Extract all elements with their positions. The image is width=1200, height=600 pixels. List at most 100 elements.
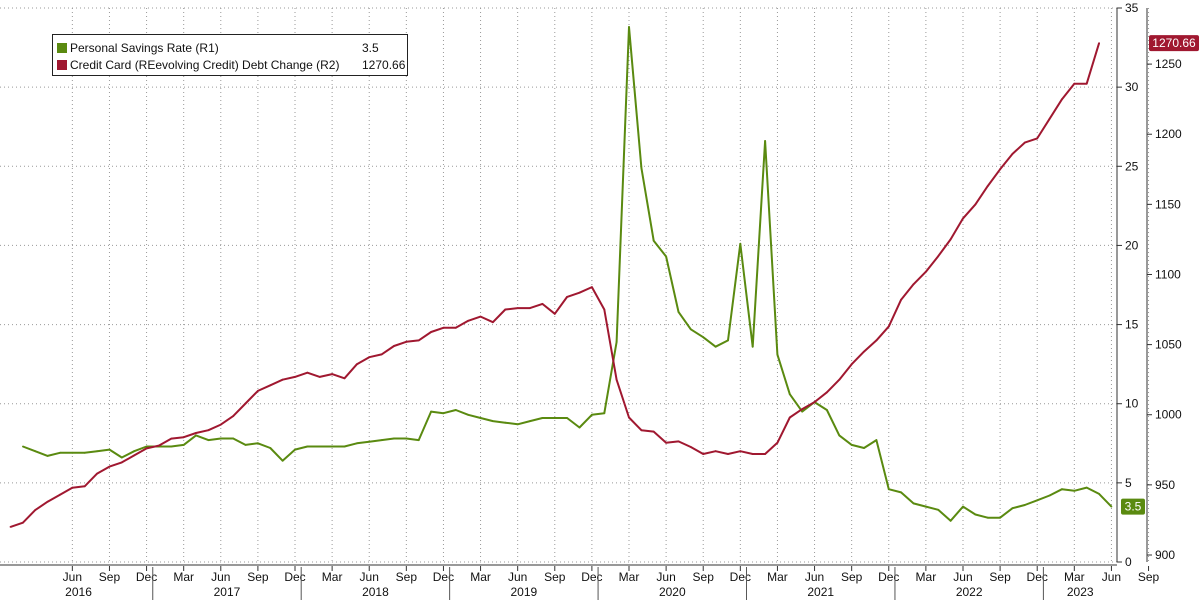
credit-card-debt-point: [219, 423, 222, 426]
credit-card-debt-point: [108, 465, 111, 468]
savings-rate-point: [826, 409, 828, 411]
savings-rate-point: [1023, 504, 1026, 506]
credit-card-debt-point: [591, 286, 593, 288]
x-tick-label: Mar: [173, 570, 194, 584]
savings-rate-point: [1073, 489, 1076, 492]
legend-value-savings: 3.5: [362, 41, 379, 55]
r2-tick-label: 1050: [1155, 338, 1182, 352]
credit-card-debt-point: [764, 453, 766, 455]
savings-rate-point: [652, 239, 655, 242]
year-label: 2016: [65, 585, 92, 599]
savings-rate-point: [479, 417, 482, 419]
x-tick-label: Mar: [322, 570, 343, 584]
x-tick-label: Sep: [544, 570, 566, 584]
credit-card-debt-point: [652, 430, 655, 433]
credit-card-debt-point: [257, 390, 259, 392]
savings-rate-point: [1085, 486, 1088, 489]
r2-tick-label: 1250: [1155, 57, 1182, 71]
savings-rate-point: [887, 488, 890, 491]
credit-card-debt-point: [776, 441, 779, 444]
x-tick-label: Sep: [247, 570, 269, 584]
credit-card-debt-point: [850, 363, 853, 366]
credit-card-debt-point: [170, 437, 173, 440]
credit-card-debt-point: [603, 308, 606, 311]
credit-card-debt-point: [454, 326, 457, 329]
savings-rate-point: [71, 451, 74, 454]
credit-card-debt-point: [22, 521, 24, 524]
x-tick-label: Sep: [1138, 570, 1160, 584]
savings-rate-point: [591, 413, 593, 416]
savings-rate-point: [46, 455, 49, 457]
savings-rate-point: [850, 444, 853, 446]
value-tags: 3.5 1270.66: [1121, 35, 1199, 515]
x-tick-label: Mar: [470, 570, 491, 584]
credit-card-debt-point: [368, 356, 371, 359]
savings-rate-point: [578, 426, 581, 429]
credit-card-debt-point: [875, 339, 878, 342]
credit-card-debt-point: [120, 461, 123, 464]
credit-card-debt-point: [826, 391, 828, 394]
credit-card-debt-point: [71, 486, 74, 489]
r1-tick-label: 30: [1125, 80, 1139, 94]
credit-card-debt-point: [195, 432, 197, 434]
savings-rate-point: [442, 412, 445, 415]
x-tick-label: Sep: [396, 570, 418, 584]
x-tick-label: Sep: [99, 570, 121, 584]
credit-card-debt-point: [727, 453, 729, 455]
credit-card-debt-point: [813, 401, 816, 403]
credit-card-debt-point: [689, 446, 692, 448]
credit-card-debt-point: [244, 402, 247, 405]
credit-card-debt-point: [405, 340, 408, 343]
savings-rate-point: [34, 450, 37, 453]
credit-card-debt-point: [1011, 153, 1014, 155]
credit-card-debt-point: [1098, 42, 1100, 44]
r2-tick-label: 1100: [1155, 267, 1181, 281]
credit-card-debt-point: [442, 326, 445, 329]
savings-rate-point: [801, 410, 804, 413]
savings-rate-point: [529, 420, 531, 422]
x-tick-label: Jun: [1102, 570, 1121, 584]
credit-card-debt-point: [318, 376, 321, 378]
r1-tick-label: 25: [1125, 159, 1139, 173]
x-tick-label: Mar: [916, 570, 937, 584]
r2-tick-label: 1000: [1155, 408, 1182, 422]
x-tick-label: Mar: [767, 570, 788, 584]
credit-card-debt-point: [34, 509, 37, 511]
credit-card-debt-point: [1036, 137, 1039, 140]
x-tick-label: Jun: [211, 570, 230, 584]
savings-rate-point: [1036, 499, 1039, 502]
credit-card-debt-point: [356, 363, 358, 366]
credit-card-debt-point: [578, 291, 581, 294]
savings-rate-point: [318, 445, 321, 448]
x-tick-label: Jun: [953, 570, 972, 584]
savings-rate-point: [949, 519, 952, 522]
x-tick-label: Dec: [284, 570, 305, 584]
r2-tick-label: 900: [1155, 548, 1175, 562]
savings-rate-point: [566, 417, 568, 419]
savings-rate-point: [875, 439, 878, 441]
savings-rate-point: [343, 445, 346, 448]
savings-rate-point: [133, 450, 136, 453]
savings-rate-point: [232, 437, 235, 440]
legend-label-savings: Personal Savings Rate (R1): [70, 41, 219, 55]
x-tick-label: Jun: [805, 570, 824, 584]
savings-rate-point: [83, 451, 86, 454]
credit-card-debt-point: [541, 303, 544, 305]
savings-rate-point: [219, 437, 222, 440]
credit-card-debt-last-tag: [1149, 35, 1199, 52]
credit-card-debt-point: [380, 353, 383, 356]
credit-card-debt-point: [801, 408, 804, 410]
savings-rate-point: [553, 417, 556, 419]
savings-rate-point: [615, 341, 618, 343]
credit-card-debt-point: [949, 238, 952, 241]
legend-item-savings: Personal Savings Rate (R1) 3.5: [57, 40, 407, 57]
credit-card-debt-point: [1023, 141, 1026, 144]
savings-rate-point: [393, 437, 395, 440]
savings-rate-point: [925, 505, 927, 508]
savings-rate-point: [974, 513, 977, 516]
x-tick-label: Sep: [841, 570, 863, 584]
savings-rate-point: [665, 255, 667, 258]
r1-tick-label: 35: [1125, 1, 1139, 15]
